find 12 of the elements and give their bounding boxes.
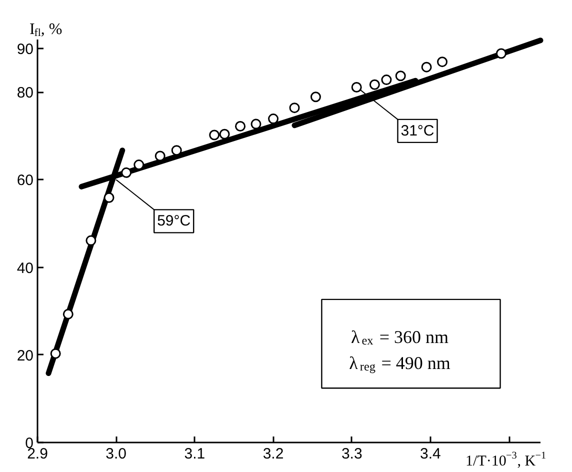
annotation: 31°C — [400, 122, 434, 140]
y-tick-label: 90 — [16, 40, 34, 58]
x-tick-label: 3.4 — [420, 446, 441, 462]
x-tick-label: 3.1 — [184, 446, 206, 462]
x-tick-label: 3.2 — [262, 446, 284, 462]
y-tick-label: 40 — [16, 260, 34, 277]
annotation: 59°C — [157, 212, 191, 230]
y-tick-label: 80 — [16, 84, 34, 102]
x-tick-label: 3.3 — [341, 446, 362, 462]
y-tick-label: 60 — [16, 172, 34, 190]
x-tick-label: 3.0 — [106, 446, 127, 462]
y-tick-label: 20 — [16, 347, 34, 364]
